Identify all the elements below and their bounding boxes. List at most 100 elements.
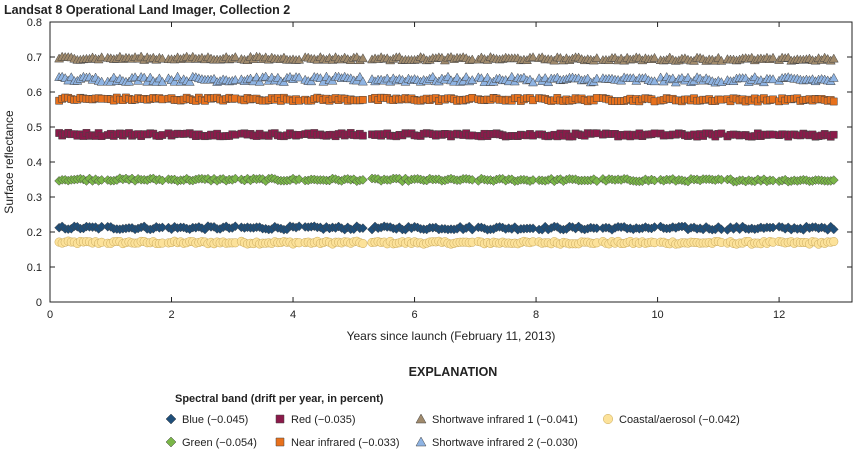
legend-item-swir1: Shortwave infrared 1 (−0.041) <box>415 413 578 426</box>
data-point <box>528 52 538 62</box>
legend-item-red: Red (−0.035) <box>275 414 356 426</box>
data-point <box>254 76 265 86</box>
data-point <box>768 175 778 186</box>
data-point <box>96 52 107 62</box>
legend: Blue (−0.045) Green (−0.054) Red (−0.035… <box>165 413 740 449</box>
legend-label-swir2: Shortwave infrared 2 (−0.030) <box>432 437 578 449</box>
x-tick-label: 2 <box>168 309 174 321</box>
legend-label-red: Red (−0.035) <box>291 414 356 426</box>
plot-frame <box>49 21 853 303</box>
data-point <box>828 224 839 235</box>
data-point <box>829 97 838 106</box>
legend-label-green: Green (−0.054) <box>182 437 257 449</box>
y-tick-label: 0.5 <box>27 122 42 134</box>
data-point <box>294 72 305 82</box>
data-point <box>96 76 107 86</box>
chart-title: Landsat 8 Operational Land Imager, Colle… <box>4 3 290 17</box>
y-tick-label: 0.2 <box>27 227 42 239</box>
x-tick-label: 6 <box>411 309 417 321</box>
legend-item-swir2: Shortwave infrared 2 (−0.030) <box>415 436 578 449</box>
data-point <box>295 96 303 105</box>
legend-marker-green <box>165 436 177 448</box>
data-point <box>169 76 180 86</box>
data-point <box>97 132 106 140</box>
series-shortwave-infrared-2 <box>54 71 839 87</box>
data-point <box>829 130 838 139</box>
legend-marker-coastal-aerosol <box>602 414 614 424</box>
data-point <box>528 223 538 234</box>
data-point <box>359 131 367 140</box>
legend-subheading: Spectral band (drift per year, in percen… <box>175 393 384 405</box>
data-point <box>184 76 195 86</box>
x-tick-label: 12 <box>773 309 785 321</box>
data-point <box>828 175 839 185</box>
legend-label-coastal-aerosol: Coastal/aerosol (−0.042) <box>619 414 740 426</box>
legend-item-green: Green (−0.054) <box>165 436 257 449</box>
data-point <box>358 223 368 234</box>
legend-item-near-infrared: Near infrared (−0.033) <box>275 437 400 449</box>
x-axis: 0 2 4 6 8 10 12 <box>47 22 785 321</box>
y-tick-label: 0.4 <box>27 157 42 169</box>
data-points <box>54 51 839 249</box>
data-point <box>358 174 368 185</box>
legend-label-blue: Blue (−0.045) <box>182 414 248 426</box>
data-point <box>231 130 240 139</box>
data-point <box>649 52 660 62</box>
legend-marker-swir1 <box>415 413 427 424</box>
data-point <box>357 53 368 63</box>
data-point <box>529 96 537 105</box>
data-point <box>357 76 368 86</box>
series-near-infrared <box>55 93 838 106</box>
data-point <box>503 76 514 86</box>
data-point <box>768 74 778 84</box>
y-axis: 0 0.1 0.2 0.3 0.4 0.5 0.6 0.7 0.8 <box>27 17 852 309</box>
legend-label-near-infrared: Near infrared (−0.033) <box>291 437 400 449</box>
legend-heading: EXPLANATION <box>409 365 498 379</box>
data-point <box>230 52 241 61</box>
series-green <box>54 173 839 187</box>
y-tick-label: 0 <box>36 297 42 309</box>
x-axis-label: Years since launch (February 11, 2013) <box>347 329 556 343</box>
data-point <box>158 95 167 104</box>
x-tick-label: 8 <box>533 309 539 321</box>
series-shortwave-infrared-1 <box>54 51 839 65</box>
data-point <box>158 131 167 139</box>
data-point <box>716 224 727 235</box>
data-point <box>467 175 478 185</box>
x-tick-label: 4 <box>290 309 296 321</box>
data-point <box>295 131 303 139</box>
legend-item-coastal-aerosol: Coastal/aerosol (−0.042) <box>602 414 740 426</box>
y-tick-label: 0.3 <box>27 192 42 204</box>
y-tick-label: 0.1 <box>27 262 42 274</box>
x-tick-label: 0 <box>47 309 53 321</box>
y-tick-label: 0.8 <box>27 17 42 29</box>
data-point <box>650 97 659 106</box>
data-point <box>717 95 726 104</box>
data-point <box>157 53 168 63</box>
y-axis-label: Surface reflectance <box>2 110 16 214</box>
series-red <box>55 128 838 141</box>
legend-marker-blue <box>165 413 177 425</box>
series-coastal-aerosol <box>54 236 839 249</box>
series-blue <box>54 221 839 235</box>
data-point <box>828 72 839 82</box>
x-tick-label: 10 <box>651 309 663 321</box>
data-point <box>828 53 839 63</box>
data-point <box>768 52 778 62</box>
data-point <box>230 221 241 232</box>
y-tick-label: 0.6 <box>27 87 42 99</box>
data-point <box>359 95 367 104</box>
y-tick-label: 0.7 <box>27 52 42 64</box>
legend-item-blue: Blue (−0.045) <box>165 413 248 426</box>
data-point <box>358 238 368 249</box>
data-point <box>294 221 304 232</box>
data-point <box>829 237 839 247</box>
legend-marker-swir2 <box>415 436 427 447</box>
legend-marker-red <box>275 414 285 424</box>
legend-marker-near-infrared <box>275 437 285 447</box>
data-point <box>467 54 478 64</box>
data-point <box>529 131 537 140</box>
legend-label-swir1: Shortwave infrared 1 (−0.041) <box>432 414 578 426</box>
data-point <box>591 53 602 62</box>
